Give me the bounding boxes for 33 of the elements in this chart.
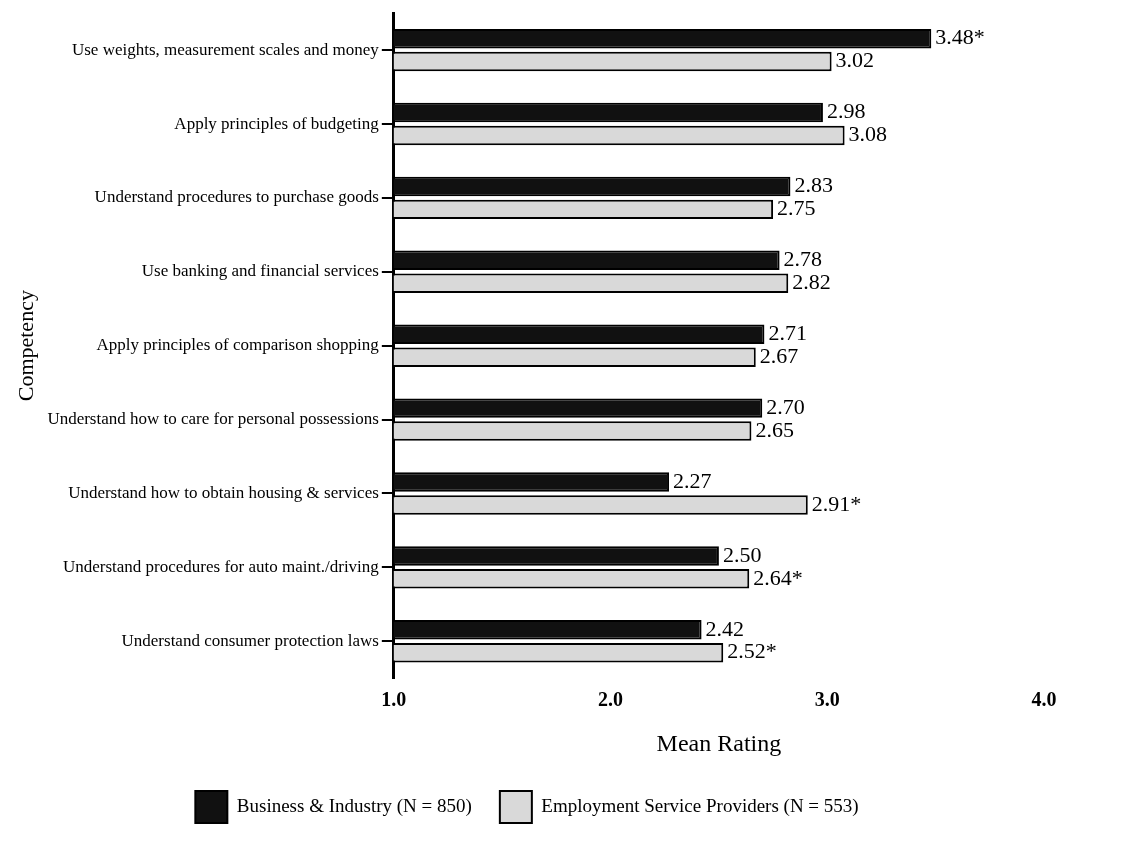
y-tick-label: Understand how to obtain housing & services bbox=[68, 482, 379, 502]
legend-label: Employment Service Providers (N = 553) bbox=[541, 794, 859, 817]
data-label: 2.75 bbox=[777, 195, 816, 221]
data-label: 2.64* bbox=[753, 564, 803, 590]
legend-label: Business & Industry (N = 850) bbox=[236, 794, 472, 817]
data-label: 3.02 bbox=[835, 47, 875, 73]
data-label: 2.27 bbox=[673, 467, 712, 493]
data-label: 2.91* bbox=[811, 490, 862, 516]
x-tick-label: 4.0 bbox=[1031, 688, 1057, 711]
data-label: 2.83 bbox=[794, 172, 833, 198]
data-label: 3.08 bbox=[848, 121, 888, 147]
y-tick-label: Understand procedures to purchase goods bbox=[94, 187, 379, 207]
x-tick-label: 2.0 bbox=[598, 688, 624, 711]
data-label: 2.78 bbox=[783, 246, 823, 272]
y-tick-label: Understand procedures for auto maint./driving bbox=[63, 556, 380, 576]
data-label: 2.70 bbox=[766, 393, 805, 419]
y-axis-title: Competency bbox=[12, 290, 38, 402]
data-label: 2.52* bbox=[727, 638, 777, 664]
data-label: 2.82 bbox=[792, 269, 831, 295]
x-tick-label: 3.0 bbox=[814, 688, 840, 711]
y-tick-label: Apply principles of comparison shopping bbox=[96, 335, 380, 355]
x-tick-label: 1.0 bbox=[381, 688, 407, 711]
data-label: 2.50 bbox=[722, 541, 762, 567]
data-label: 3.48* bbox=[935, 24, 985, 50]
y-tick-label: Use weights, measurement scales and money bbox=[71, 39, 380, 59]
y-tick-label: Apply principles of budgeting bbox=[174, 113, 380, 133]
x-axis-title: Mean Rating bbox=[656, 729, 782, 756]
data-label: 2.42 bbox=[705, 615, 745, 641]
data-label: 2.65 bbox=[755, 416, 794, 442]
y-tick-label: Understand consumer protection laws bbox=[121, 630, 379, 650]
y-tick-label: Use banking and financial services bbox=[141, 261, 379, 281]
y-tick-label: Understand how to care for personal possessions bbox=[47, 409, 379, 429]
data-label: 2.98 bbox=[826, 98, 866, 124]
